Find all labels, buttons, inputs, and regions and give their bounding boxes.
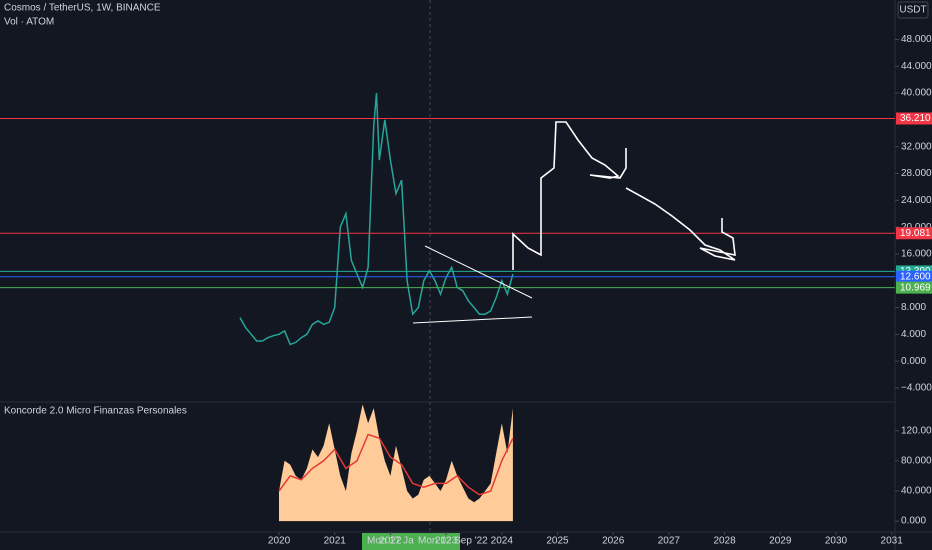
level-label-box	[896, 227, 932, 240]
x-tick-label: 2021	[324, 536, 347, 547]
y-tick-label: 48.000	[901, 34, 932, 45]
x-tick-label: 2020	[268, 536, 291, 547]
volume-label: Vol · ATOM	[4, 17, 54, 28]
y-tick-label: 0.000	[901, 516, 926, 527]
level-label: 19.081	[900, 228, 931, 239]
y-tick-label: 20.000	[901, 222, 932, 233]
x-tick-label: 2025	[546, 536, 569, 547]
series-area	[279, 404, 513, 522]
y-tick-label: 40.000	[901, 88, 932, 99]
x-tick-label: 2030	[825, 536, 848, 547]
cursor-label: Mon 17 Ja	[367, 536, 414, 547]
cursor-label: Mon 12 Sep '22	[418, 536, 488, 547]
x-tick-label: 2023	[435, 536, 458, 547]
x-tick-label: 2027	[658, 536, 681, 547]
level-label-box	[896, 281, 932, 294]
chart-title: Cosmos / TetherUS, 1W, BINANCE	[4, 3, 161, 14]
hand-drawing	[625, 187, 736, 261]
hand-drawing	[512, 121, 627, 270]
y-tick-label: 44.000	[901, 61, 932, 72]
level-label: 12.600	[900, 271, 931, 282]
level-label: 10.969	[900, 282, 931, 293]
cursor-label-box	[362, 533, 414, 550]
y-tick-label: 80.000	[901, 455, 932, 466]
currency[interactable]: USDT	[899, 5, 926, 16]
y-tick-label: 4.000	[901, 329, 926, 340]
x-tick-label: 2031	[881, 536, 904, 547]
drawings	[412, 121, 736, 324]
y-tick-label: −4.000	[901, 383, 932, 394]
y-tick-label: 24.000	[901, 195, 932, 206]
trendlines	[412, 245, 533, 324]
y-tick-label: 16.000	[901, 249, 932, 260]
level-label-box	[896, 112, 932, 125]
level-label-box	[896, 270, 932, 283]
y-tick-label: 32.000	[901, 141, 932, 152]
series-line	[278, 433, 514, 496]
indicator-title: Koncorde 2.0 Micro Finanzas Personales	[4, 406, 187, 417]
level-label: 36.210	[900, 113, 931, 124]
series-line	[239, 93, 514, 346]
x-tick-label: 2028	[713, 536, 736, 547]
x-tick-label: 2024	[491, 536, 514, 547]
x-tick-label: 2029	[769, 536, 792, 547]
y-tick-label: 40.000	[901, 486, 932, 497]
x-tick-label: 2026	[602, 536, 625, 547]
x-tick-label: 2022	[379, 536, 402, 547]
y-tick-label: 0.000	[901, 356, 926, 367]
y-tick-label: 8.000	[901, 302, 926, 313]
currency-box[interactable]	[897, 1, 929, 19]
y-tick-label: 120.000	[901, 425, 932, 436]
y-tick-label: 28.000	[901, 168, 932, 179]
cursor-label-box	[414, 533, 460, 550]
